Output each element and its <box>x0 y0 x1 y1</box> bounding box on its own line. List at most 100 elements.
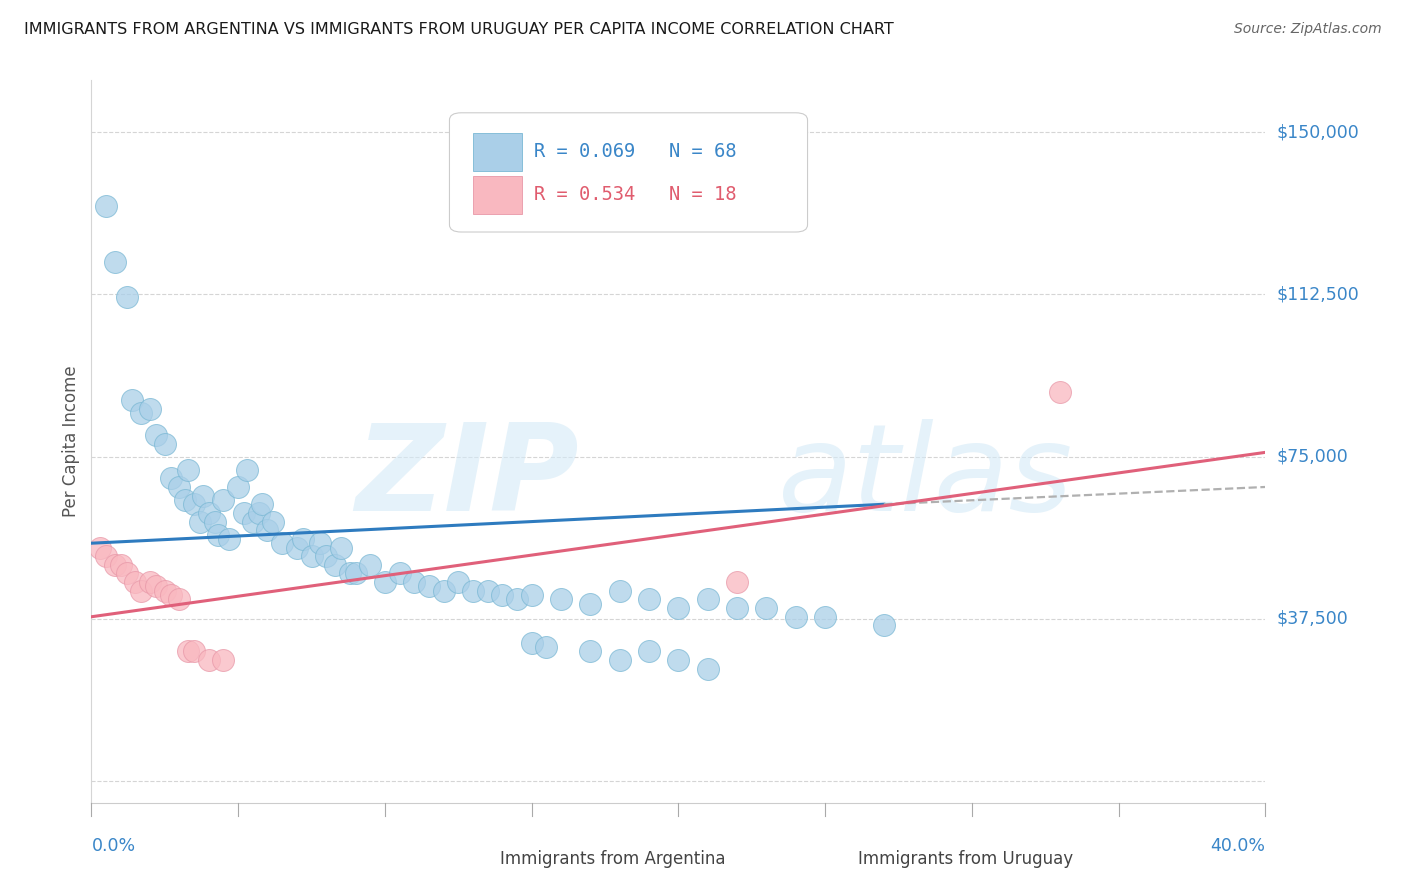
Text: $150,000: $150,000 <box>1277 123 1360 141</box>
Point <box>609 583 631 598</box>
Point <box>359 558 381 572</box>
Text: IMMIGRANTS FROM ARGENTINA VS IMMIGRANTS FROM URUGUAY PER CAPITA INCOME CORRELATI: IMMIGRANTS FROM ARGENTINA VS IMMIGRANTS … <box>24 22 894 37</box>
Point <box>153 583 176 598</box>
Point <box>177 644 200 658</box>
Point <box>520 588 543 602</box>
Text: Immigrants from Argentina: Immigrants from Argentina <box>501 850 725 868</box>
Point <box>271 536 294 550</box>
Point <box>247 506 270 520</box>
Point <box>285 541 308 555</box>
Point <box>139 402 162 417</box>
Point <box>124 575 146 590</box>
Point <box>129 583 152 598</box>
Point <box>291 532 314 546</box>
Point <box>139 575 162 590</box>
Point <box>339 566 361 581</box>
Point <box>242 515 264 529</box>
Point <box>785 609 807 624</box>
FancyBboxPatch shape <box>450 112 807 232</box>
Point <box>814 609 837 624</box>
Point <box>506 592 529 607</box>
Point <box>226 480 249 494</box>
Point <box>315 549 337 564</box>
Text: Immigrants from Uruguay: Immigrants from Uruguay <box>858 850 1073 868</box>
Text: R = 0.534   N = 18: R = 0.534 N = 18 <box>534 185 737 204</box>
Point <box>344 566 367 581</box>
Point <box>262 515 284 529</box>
Point <box>153 436 176 450</box>
Point <box>418 579 440 593</box>
Text: R = 0.069   N = 68: R = 0.069 N = 68 <box>534 142 737 161</box>
Point <box>159 588 181 602</box>
Text: Source: ZipAtlas.com: Source: ZipAtlas.com <box>1234 22 1382 37</box>
Point <box>329 541 352 555</box>
Point <box>404 575 426 590</box>
Bar <box>443 846 488 873</box>
Bar <box>801 846 846 873</box>
Point <box>461 583 484 598</box>
Point <box>638 644 661 658</box>
Point <box>145 579 167 593</box>
Point <box>1049 384 1071 399</box>
Point <box>212 653 235 667</box>
Point <box>129 406 152 420</box>
Point <box>183 644 205 658</box>
Point <box>145 428 167 442</box>
Point <box>115 566 138 581</box>
Point <box>374 575 396 590</box>
Point <box>550 592 572 607</box>
Point <box>94 549 117 564</box>
Point <box>256 523 278 537</box>
Point <box>110 558 132 572</box>
Point <box>873 618 896 632</box>
Text: $37,500: $37,500 <box>1277 610 1348 628</box>
Point <box>169 592 191 607</box>
Point <box>388 566 411 581</box>
Point <box>579 644 602 658</box>
Point <box>183 497 205 511</box>
Point <box>204 515 226 529</box>
Point <box>609 653 631 667</box>
Point <box>755 601 778 615</box>
Text: atlas: atlas <box>778 419 1074 536</box>
Point <box>159 471 181 485</box>
Text: ZIP: ZIP <box>354 419 579 536</box>
Point <box>174 492 197 507</box>
Bar <box>472 177 522 214</box>
Point <box>197 653 219 667</box>
Point <box>207 527 229 541</box>
Point <box>666 653 689 667</box>
Point <box>250 497 273 511</box>
Y-axis label: Per Capita Income: Per Capita Income <box>62 366 80 517</box>
Point <box>218 532 240 546</box>
Point <box>233 506 256 520</box>
Point <box>115 290 138 304</box>
Point <box>536 640 558 654</box>
Point <box>177 463 200 477</box>
Point <box>197 506 219 520</box>
Point <box>309 536 332 550</box>
Text: 40.0%: 40.0% <box>1211 838 1265 855</box>
Point <box>212 492 235 507</box>
Point <box>104 255 127 269</box>
Point <box>188 515 211 529</box>
Point <box>169 480 191 494</box>
Point <box>432 583 454 598</box>
Point <box>696 592 718 607</box>
Point <box>104 558 127 572</box>
Point <box>121 393 143 408</box>
Point <box>94 199 117 213</box>
Text: $112,500: $112,500 <box>1277 285 1360 303</box>
Point <box>491 588 513 602</box>
Point <box>89 541 111 555</box>
Text: $75,000: $75,000 <box>1277 448 1348 466</box>
Point <box>725 601 748 615</box>
Point <box>323 558 346 572</box>
Point <box>638 592 661 607</box>
Bar <box>472 133 522 170</box>
Point <box>696 662 718 676</box>
Point <box>520 636 543 650</box>
Point <box>301 549 323 564</box>
Point <box>191 489 214 503</box>
Point <box>725 575 748 590</box>
